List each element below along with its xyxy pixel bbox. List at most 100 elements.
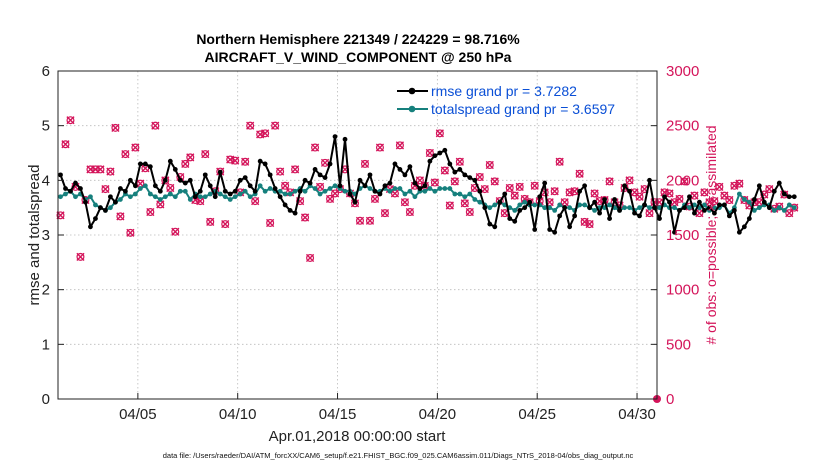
- totalspread-point: [202, 194, 208, 200]
- y-tick-label-right: 0: [666, 391, 674, 408]
- possible-obs-marker: [355, 216, 364, 225]
- assimilated-obs-marker: [575, 169, 584, 178]
- rmse-point: [746, 216, 752, 222]
- totalspread-point: [222, 194, 228, 200]
- totalspread-point: [741, 197, 747, 202]
- assimilated-obs-marker: [590, 189, 599, 198]
- assimilated-obs-marker: [510, 191, 519, 200]
- y-tick-label-right: 2000: [666, 172, 699, 189]
- rmse-point: [367, 172, 373, 178]
- possible-obs-marker: [151, 121, 160, 130]
- axes: 0 1 2 3 4 5 6 0 500 1000 1500 2000 2500 3000 04/05 04/1…: [42, 63, 700, 423]
- rmse-point: [502, 191, 508, 197]
- totalspread-point: [232, 194, 238, 200]
- assimilated-obs-marker: [695, 209, 704, 218]
- rmse-point: [662, 194, 667, 200]
- rmse-point: [257, 158, 263, 164]
- totalspread-point: [442, 186, 448, 191]
- totalspread-point: [477, 199, 483, 205]
- rmse-point: [352, 199, 358, 205]
- rmse-point: [761, 199, 767, 205]
- assimilated-obs-marker: [111, 123, 120, 132]
- y-tick-label-left: 5: [42, 118, 50, 135]
- possible-obs-marker: [465, 208, 474, 217]
- assimilated-obs-marker: [76, 252, 85, 261]
- totalspread-point: [487, 205, 493, 211]
- assimilated-obs-marker: [310, 143, 320, 152]
- rmse-point: [487, 221, 493, 227]
- possible-obs-marker: [360, 159, 369, 168]
- rmse-point: [791, 194, 797, 200]
- assimilated-obs-marker: [465, 207, 474, 217]
- rmse-point: [387, 180, 393, 186]
- possible-obs-marker: [106, 167, 115, 176]
- assimilated-obs-marker: [136, 179, 145, 188]
- possible-obs-marker: [221, 220, 230, 229]
- rmse-point: [217, 169, 223, 175]
- totalspread-point: [512, 208, 518, 213]
- assimilated-obs-marker: [450, 177, 459, 186]
- assimilated-obs-marker: [246, 121, 255, 130]
- rmse-point: [771, 188, 777, 194]
- totalspread-point: [712, 205, 717, 211]
- rmse-point: [562, 205, 568, 211]
- rmse-point: [207, 183, 213, 189]
- assimilated-obs-marker: [186, 153, 195, 162]
- totalspread-point: [786, 202, 792, 208]
- rmse-point: [167, 158, 173, 164]
- totalspread-point: [552, 208, 558, 213]
- assimilated-obs-marker: [276, 167, 285, 176]
- rmse-point: [113, 199, 118, 205]
- rmse-point: [472, 177, 478, 183]
- totalspread-point: [687, 205, 692, 211]
- totalspread-point: [242, 188, 248, 194]
- assimilated-obs-marker: [166, 183, 175, 193]
- assimilated-obs-marker: [475, 172, 484, 182]
- rmse-point: [672, 229, 677, 235]
- rmse-point: [432, 153, 438, 159]
- assimilated-obs-marker: [171, 227, 180, 236]
- possible-obs-marker: [365, 216, 374, 225]
- rmse-point: [297, 188, 303, 194]
- possible-obs-marker: [66, 116, 75, 125]
- assimilated-obs-marker: [435, 129, 444, 138]
- totalspread-point: [147, 191, 153, 197]
- rmse-point: [507, 216, 513, 222]
- totalspread-point: [277, 188, 283, 194]
- assimilated-obs-marker: [580, 217, 589, 226]
- rmse-point: [467, 175, 473, 181]
- assimilated-obs-marker: [505, 183, 514, 193]
- assimilated-obs-marker: [121, 149, 130, 159]
- x-tick-label: 04/30: [618, 406, 656, 423]
- possible-obs-marker: [575, 169, 584, 178]
- rmse-point: [776, 180, 782, 186]
- y-axis-label-right: # of obs: o=possible; ×=assimilated: [703, 125, 719, 344]
- assimilated-obs-marker: [251, 197, 260, 206]
- possible-obs-marker: [415, 176, 424, 185]
- totalspread-point: [327, 186, 333, 191]
- rmse-point: [736, 229, 742, 235]
- totalspread-point: [622, 205, 627, 211]
- possible-obs-marker: [186, 153, 195, 162]
- totalspread-point: [746, 199, 752, 205]
- possible-obs-marker: [326, 194, 335, 203]
- assimilated-obs-marker: [400, 198, 410, 207]
- assimilated-obs-marker: [256, 130, 265, 139]
- totalspread-point: [197, 194, 203, 200]
- possible-obs-marker: [780, 190, 789, 199]
- rmse-point: [422, 183, 428, 189]
- totalspread-point: [157, 197, 163, 202]
- totalspread-point: [402, 191, 408, 197]
- assimilated-obs-marker: [315, 182, 325, 191]
- totalspread-point: [117, 197, 123, 202]
- rmse-point: [741, 224, 747, 230]
- totalspread-point: [607, 202, 612, 208]
- possible-obs-marker: [725, 196, 734, 205]
- totalspread-point: [247, 194, 253, 200]
- rmse-point: [317, 172, 323, 178]
- totalspread-point: [207, 191, 213, 197]
- totalspread-point: [287, 191, 293, 197]
- rmse-point: [272, 186, 278, 191]
- assimilated-obs-marker: [131, 143, 140, 152]
- rmse-point: [397, 167, 403, 172]
